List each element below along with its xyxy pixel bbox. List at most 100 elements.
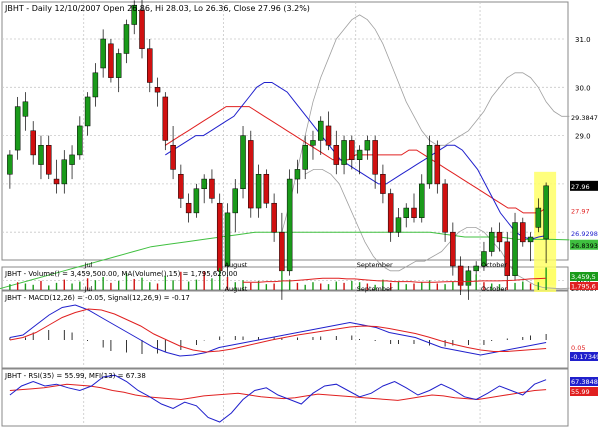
candle-body [61, 159, 68, 185]
candle-body [154, 87, 161, 93]
candles-layer [7, 0, 549, 300]
band-high-value-bg [570, 112, 598, 123]
candle-body [380, 173, 386, 194]
candle-body [317, 120, 324, 141]
candle-body [84, 96, 91, 127]
candle-body [100, 38, 106, 69]
candle-body [442, 183, 448, 233]
signal-value-bg [570, 352, 598, 361]
mfi-value-bg [570, 377, 598, 386]
x-tick-label: September [357, 261, 393, 269]
signal-value: -0.17349 [571, 353, 600, 361]
candle-body [535, 207, 542, 228]
candle-body [201, 178, 207, 189]
candle-body [22, 101, 29, 117]
macd-panel-title: JBHT - MACD(12,26) = -0.05, Signal(12,26… [4, 294, 190, 302]
sub-panels-layer [9, 267, 547, 423]
candle-body [30, 130, 36, 156]
candle-body [504, 241, 511, 276]
candle-body [496, 231, 503, 243]
candle-body [356, 149, 363, 160]
x-tick-label: October [481, 261, 507, 269]
candle-body [520, 222, 526, 243]
candle-body [185, 202, 192, 214]
candle-body [108, 43, 114, 78]
volume-value-bg [570, 272, 598, 281]
candle-body [240, 135, 246, 189]
volume-panel-frame [1, 266, 569, 291]
candle-body [69, 154, 75, 165]
candle-body [53, 178, 60, 185]
mfi-value: 67.3848 [571, 378, 598, 386]
candle-body [481, 251, 487, 267]
volume-ma-value-bg [570, 282, 598, 290]
candle-body [147, 48, 153, 83]
candle-body [115, 53, 122, 78]
candle-body [14, 106, 21, 151]
candle-body [7, 154, 13, 175]
rsi-panel-title: JBHT - RSI(35) = 55.99, MFI(13) = 67.38 [4, 372, 146, 380]
volume-panel-title: JBHT - Volume() = 3,459,500.00, MA(Volum… [4, 270, 237, 278]
candle-body [434, 145, 441, 185]
rsi-line [9, 383, 547, 401]
candle-body [527, 236, 534, 243]
ma-green-value-bg [570, 239, 598, 250]
x-tick-label: August [225, 285, 248, 293]
candle-body [387, 193, 394, 233]
band-high-value: 29.3847 [571, 114, 598, 122]
candle-body [512, 222, 518, 276]
candle-body [411, 207, 417, 218]
price-panel-frame [1, 1, 569, 261]
macd-value: 0.05 [571, 344, 585, 352]
candle-body [248, 140, 254, 209]
candle-body [364, 140, 371, 151]
candle-body [193, 188, 200, 214]
candle-body [131, 4, 137, 25]
price-panel-title: JBHT - Daily 12/10/2007 Open 26.86, Hi 2… [4, 4, 310, 13]
candle-body [419, 183, 425, 218]
band-high-line [281, 14, 570, 233]
candle-body [325, 125, 332, 146]
candle-body [178, 173, 184, 199]
volume-ma-value: 1,795,6 [571, 283, 596, 291]
candle-body [162, 96, 169, 141]
candle-body [349, 140, 355, 160]
candle-body [450, 231, 456, 267]
volume-ma-line [243, 277, 547, 283]
ma-blue-value: 26.9298 [571, 230, 598, 238]
mfi-line [9, 374, 547, 423]
ma-blue-line [165, 82, 547, 240]
candle-body [216, 202, 223, 272]
x-tick-label: October [481, 285, 507, 293]
candle-body [372, 140, 378, 175]
y-tick-label: 29.0 [575, 133, 591, 141]
candle-body [77, 125, 83, 156]
candle-body [403, 207, 409, 218]
x-tick-label: Jul [84, 261, 93, 269]
ma-blue-value-bg [570, 228, 598, 239]
candle-body [123, 24, 130, 54]
y-tick-label: 31.0 [575, 36, 591, 44]
candle-body [209, 178, 215, 199]
candle-body [263, 173, 270, 204]
candle-body [310, 140, 316, 146]
candle-body [395, 217, 402, 233]
macd-line [9, 304, 547, 357]
candle-body [139, 9, 145, 49]
macd-panel-frame [1, 290, 569, 369]
ma-red-line [165, 106, 547, 214]
x-tick-label: September [357, 285, 393, 293]
labels-layer: 26.027.028.029.030.031.0JulJulAugustAugu… [84, 36, 600, 396]
close-value: 27.96 [571, 183, 590, 191]
candle-body [294, 169, 301, 180]
candle-body [279, 231, 285, 272]
rsi-value-bg [570, 387, 598, 396]
candle-body [488, 231, 495, 252]
candle-body [286, 178, 293, 272]
y-tick-label: 30.0 [575, 84, 591, 92]
close-value-bg [570, 180, 598, 191]
candle-body [170, 145, 176, 170]
ma-red-value-bg [570, 205, 598, 216]
candle-body [543, 185, 549, 240]
